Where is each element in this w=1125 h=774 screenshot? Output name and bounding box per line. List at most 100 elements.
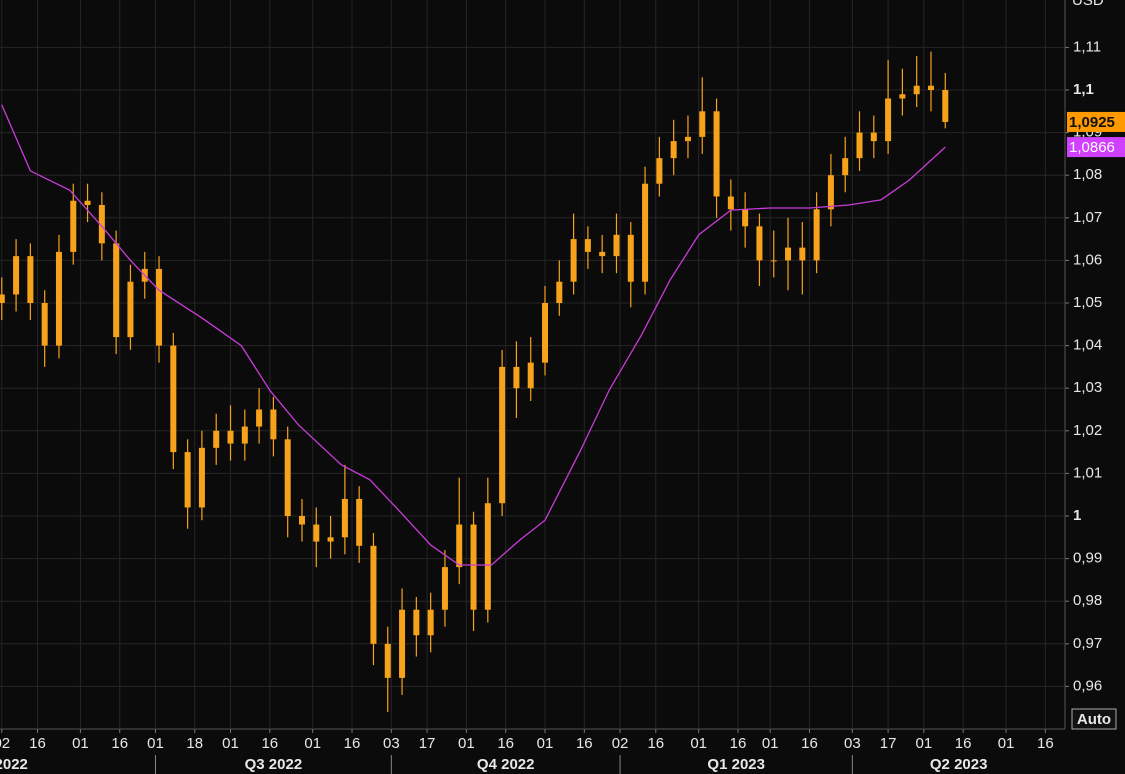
candle-body	[913, 85, 920, 95]
candle-body	[942, 90, 949, 122]
candle-body	[227, 430, 234, 444]
candle-body	[842, 158, 849, 176]
candle-body	[198, 447, 205, 508]
candle-body	[770, 260, 777, 262]
candle-body	[399, 609, 406, 678]
candle-body	[785, 247, 792, 261]
candle-body	[356, 498, 363, 546]
quarter-label: Q2 2022	[0, 756, 28, 773]
y-tick-label: 1,03	[1073, 379, 1102, 396]
candle-body	[13, 256, 20, 295]
x-tick-label: 01	[304, 735, 321, 752]
candle-body	[856, 132, 863, 159]
y-tick-label: 1,1	[1073, 81, 1094, 98]
x-tick-label: 03	[844, 735, 861, 752]
candle-body	[742, 209, 749, 227]
y-tick-label: 0,98	[1073, 592, 1102, 609]
candle-body	[413, 609, 420, 636]
x-tick-label: 01	[998, 735, 1015, 752]
candle-body	[927, 85, 934, 90]
candle-body	[0, 294, 5, 303]
x-tick-label: 01	[147, 735, 164, 752]
price-tag	[1067, 111, 1125, 132]
x-tick-label: 01	[537, 735, 554, 752]
candle-body	[756, 226, 763, 261]
candle-body	[84, 200, 91, 206]
candle-body	[156, 268, 163, 346]
x-tick-label: 03	[383, 735, 400, 752]
x-tick-label: 01	[222, 735, 239, 752]
x-tick-label: 16	[576, 735, 593, 752]
x-tick-label: 01	[915, 735, 932, 752]
candle-body	[484, 503, 491, 610]
x-tick-label: 02	[612, 735, 629, 752]
x-tick-label: 16	[344, 735, 361, 752]
auto-button-label[interactable]: Auto	[1077, 711, 1111, 728]
x-tick-label: 16	[647, 735, 664, 752]
candle-body	[241, 426, 248, 444]
candle-body	[885, 98, 892, 142]
x-tick-label: 17	[880, 735, 897, 752]
candle-body	[55, 251, 62, 346]
auto-button[interactable]	[1071, 708, 1117, 730]
candle-body	[613, 234, 620, 257]
candle-body	[556, 281, 563, 303]
candle-body	[684, 136, 691, 142]
candle-body	[313, 524, 320, 542]
candle-body	[113, 243, 120, 338]
quarter-label: Q4 2022	[477, 756, 535, 773]
candle-body	[599, 251, 606, 257]
candle-body	[827, 175, 834, 210]
candle-body	[627, 234, 634, 282]
y-tick-label: 1,02	[1073, 422, 1102, 439]
candle-body	[642, 183, 649, 282]
y-tick-label: 0,99	[1073, 550, 1102, 567]
x-tick-label: 01	[762, 735, 779, 752]
currency: USD	[1072, 0, 1104, 9]
candle-body	[284, 439, 291, 516]
price-tag-label: 1,0866	[1069, 139, 1115, 156]
candle-body	[127, 281, 134, 338]
y-tick-label: 0,97	[1073, 635, 1102, 652]
x-tick-label: 01	[72, 735, 89, 752]
y-tick-label: 1,08	[1073, 166, 1102, 183]
candle-body	[527, 362, 534, 389]
candle-body	[384, 643, 391, 678]
y-tick-label: 1,06	[1073, 251, 1102, 268]
y-tick-label: 1	[1073, 507, 1081, 524]
quarter-label: Q3 2022	[245, 756, 303, 773]
y-tick-label: 1,04	[1073, 337, 1102, 354]
x-tick-label: 01	[458, 735, 475, 752]
candle-body	[341, 498, 348, 538]
moving-average	[1, 104, 946, 566]
y-tick-label: 1,01	[1073, 464, 1102, 481]
candle-body	[542, 303, 549, 363]
candle-body	[441, 567, 448, 610]
candle-body	[713, 111, 720, 197]
price-tag-label: 1,0925	[1069, 114, 1115, 131]
candle-body	[370, 545, 377, 644]
x-tick-label: 18	[186, 735, 203, 752]
candle-body	[27, 256, 34, 303]
candle-body	[699, 111, 706, 137]
candle-body	[584, 239, 591, 252]
x-tick-label: 16	[261, 735, 278, 752]
candle-body	[656, 158, 663, 184]
quarter-label: Q1 2023	[707, 756, 765, 773]
y-tick-label: 1,11	[1073, 38, 1101, 55]
candle-body	[799, 247, 806, 261]
candle-body	[570, 239, 577, 282]
candle-body	[727, 196, 734, 210]
candle-body	[213, 430, 220, 448]
candle-body	[870, 132, 877, 142]
x-tick-label: 16	[955, 735, 972, 752]
quarter-label: Q2 2023	[930, 756, 988, 773]
candle-body	[513, 366, 520, 389]
candle-body	[98, 205, 105, 244]
candle-body	[70, 200, 77, 252]
candle-body	[298, 516, 305, 525]
x-tick-label: 16	[29, 735, 46, 752]
x-tick-label: 17	[419, 735, 436, 752]
x-tick-label: 16	[497, 735, 514, 752]
